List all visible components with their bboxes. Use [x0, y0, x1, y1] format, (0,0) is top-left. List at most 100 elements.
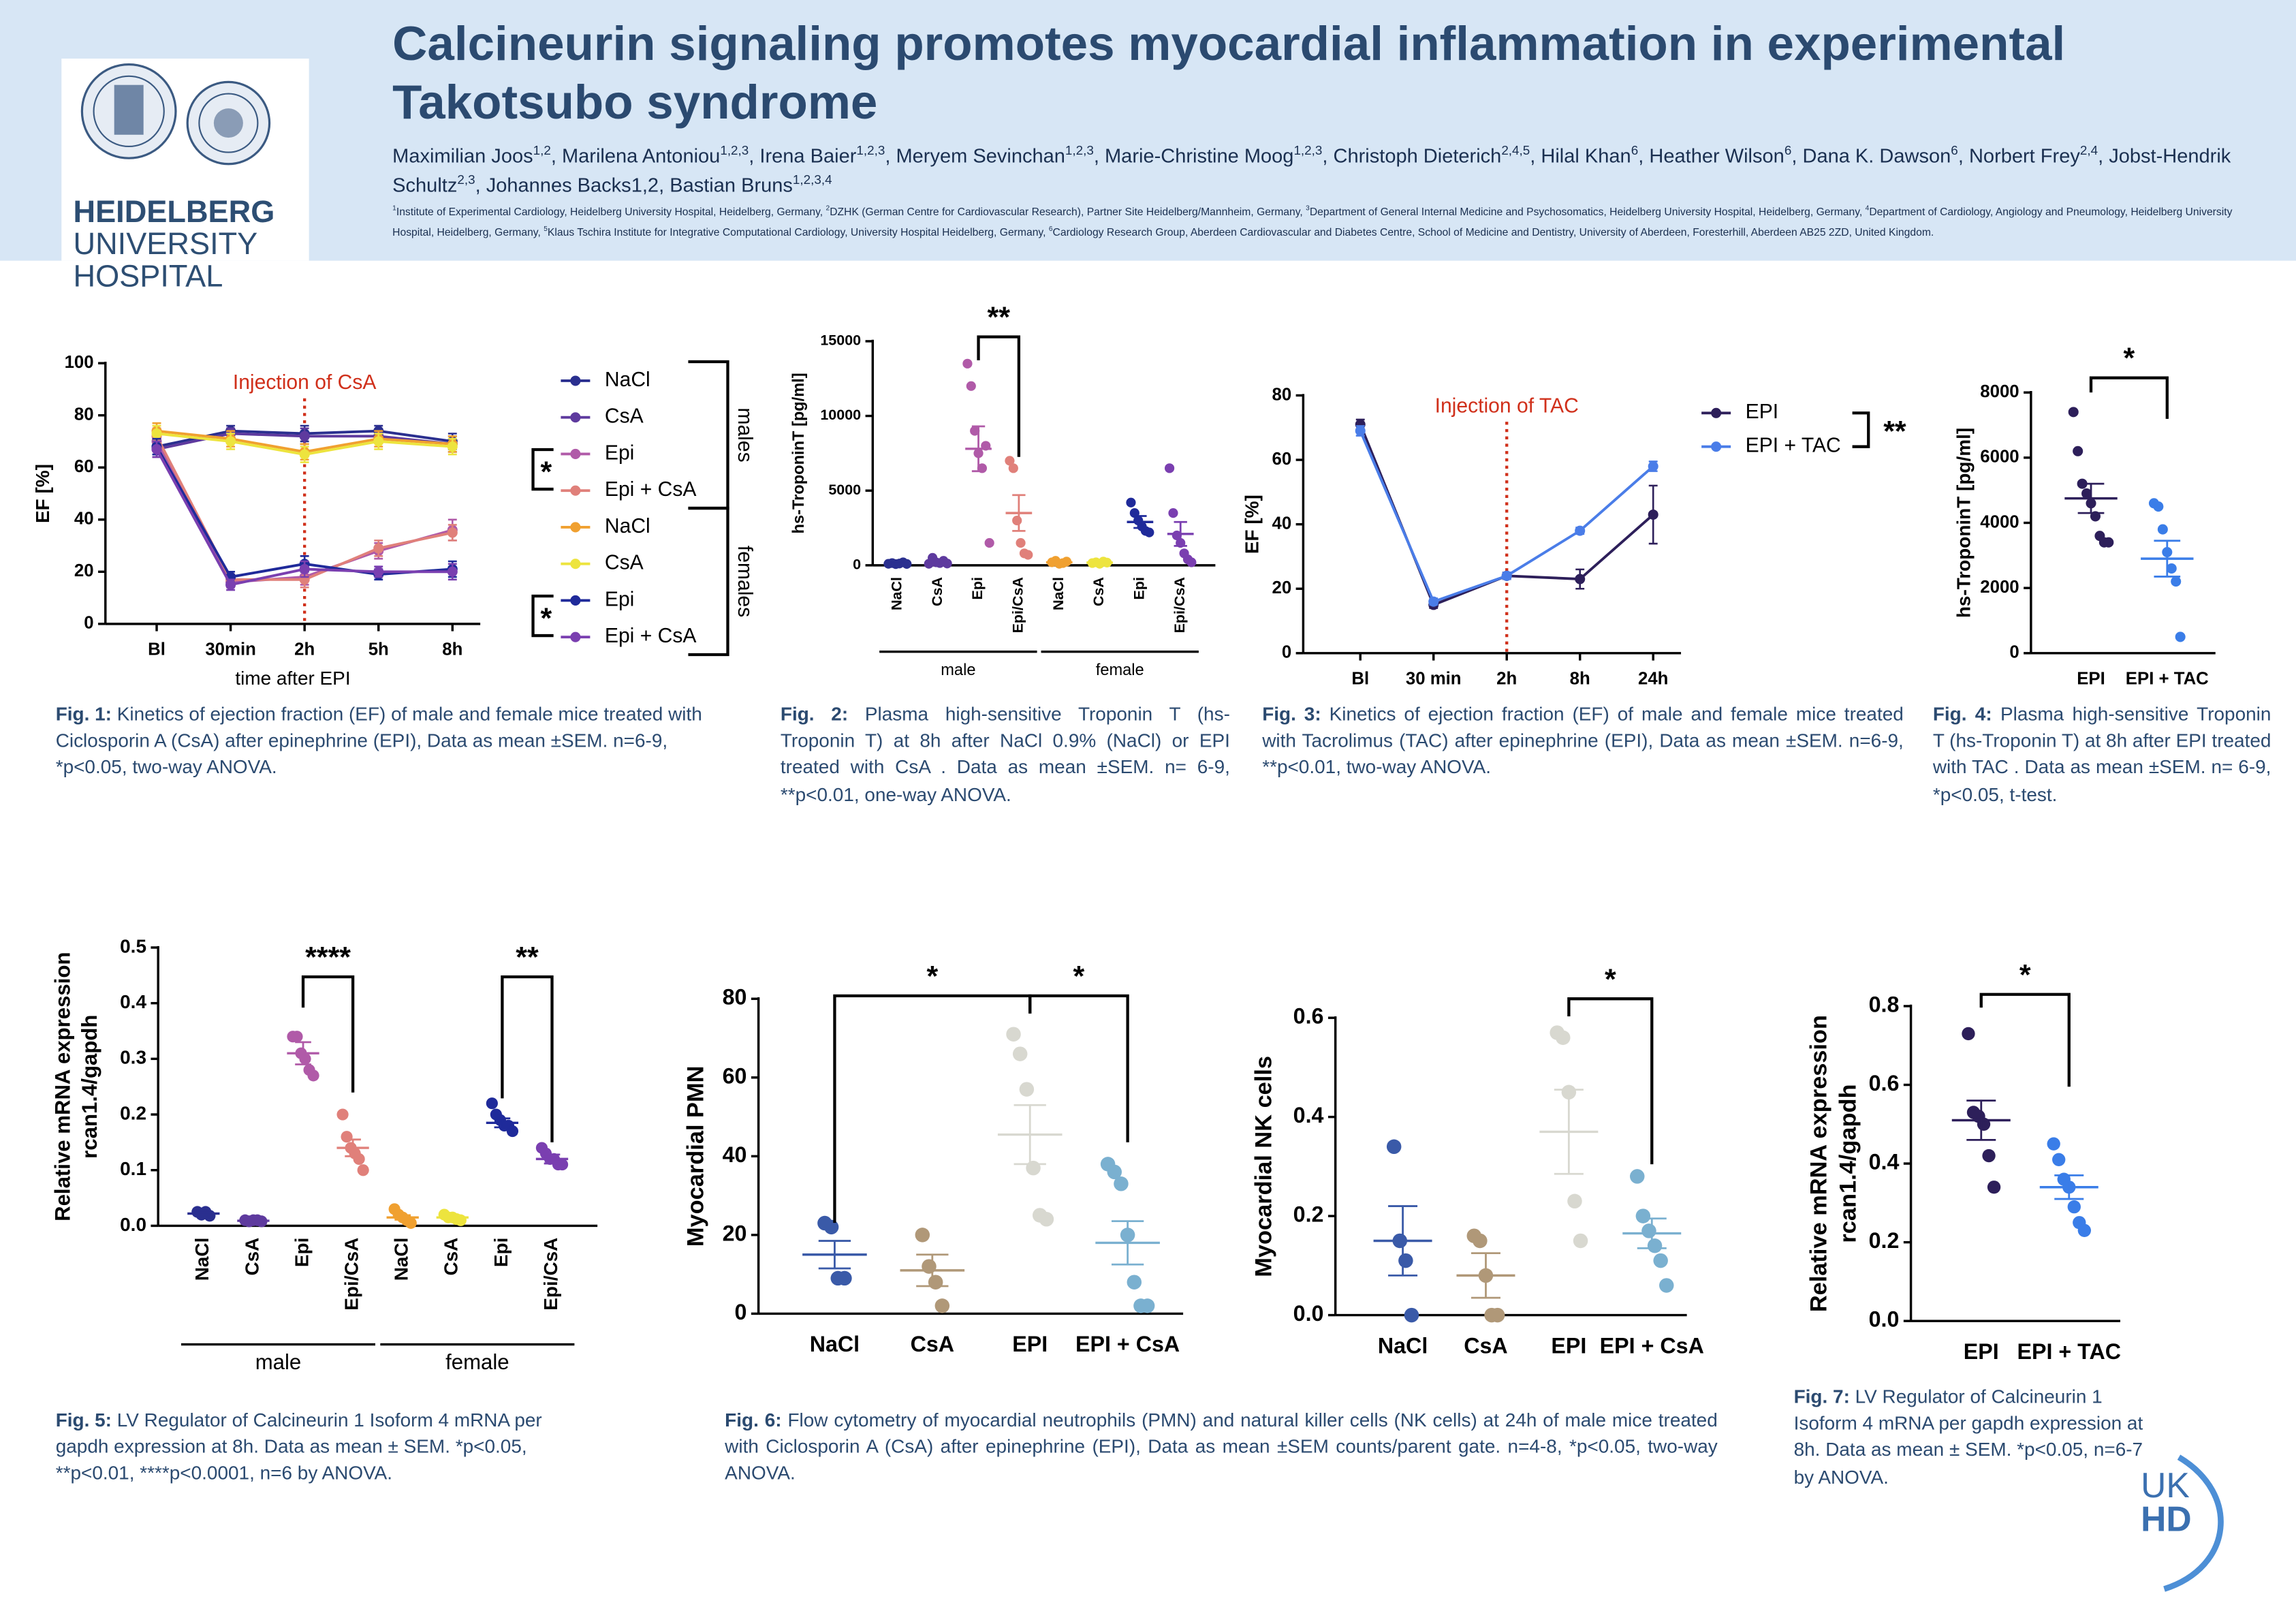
x-tick-label: NaCl — [391, 1238, 412, 1281]
group-label: male — [255, 1350, 302, 1374]
logo-text: UNIVERSITY — [73, 226, 257, 261]
legend-group-bracket — [688, 506, 729, 657]
error-bar — [494, 1117, 511, 1129]
title: Calcineurin signaling promotes myocardia… — [392, 16, 2066, 129]
author-name: Bastian Bruns — [670, 173, 793, 196]
data-point — [1575, 525, 1586, 536]
author-name: Marie-Christine Moog — [1105, 144, 1294, 168]
data-point — [447, 441, 458, 452]
author-name: Christoph Dieterich — [1333, 144, 1502, 168]
data-point — [1987, 1181, 2001, 1194]
affiliation-number: 2 — [825, 206, 830, 213]
y-tick-label: 0.6 — [1869, 1071, 1900, 1095]
y-tick-label: 6000 — [1980, 448, 2019, 467]
data-point — [1006, 1027, 1021, 1042]
legend-label: CsA — [605, 405, 644, 428]
data-point — [1630, 1169, 1645, 1184]
x-tick-label: Epi — [969, 577, 986, 599]
error-bar — [444, 1215, 461, 1220]
legend-group-label: females — [734, 546, 756, 617]
significance-bracket — [531, 448, 554, 491]
x-tick-label: EPI — [2077, 669, 2105, 688]
author-affiliation: 1,2,3 — [1293, 142, 1323, 158]
caption-text: LV Regulator of Calcineurin 1 Isoform 4 … — [55, 1409, 542, 1484]
significance-bracket — [2089, 376, 2169, 419]
significance-label: * — [2019, 958, 2031, 991]
author-name: Marilena Antoniou — [561, 144, 721, 168]
author-affiliation: 6 — [1631, 142, 1639, 158]
data-point — [1186, 557, 1197, 567]
y-tick-label: 4000 — [1980, 512, 2019, 531]
author: Irena Baier1,2,3 — [759, 144, 896, 167]
x-tick-label: Epi/CsA — [341, 1238, 362, 1311]
affiliation-text: Department of General Internal Medicine … — [1309, 204, 1866, 219]
data-point — [2073, 446, 2083, 456]
error-bar — [891, 562, 905, 565]
legend-label: Epi — [605, 588, 634, 610]
y-tick-label: 0.5 — [120, 935, 146, 956]
data-point — [357, 1164, 369, 1176]
significance-label: * — [1605, 963, 1616, 996]
annotation: Injection of CsA — [233, 371, 377, 394]
error-bar — [544, 1153, 561, 1165]
legend-swatch — [570, 631, 581, 642]
authors: Maximilian Joos1,2Marilena Antoniou1,2,3… — [392, 142, 2274, 200]
x-axis-label: time after EPI — [235, 668, 350, 689]
data-point — [1012, 515, 1022, 526]
y-tick-label: 60 — [74, 457, 94, 476]
author: Bastian Bruns1,2,3,4 — [670, 172, 832, 196]
data-point — [1962, 1027, 1975, 1041]
data-point — [823, 1219, 839, 1235]
significance-label: ** — [516, 941, 539, 974]
affiliation-text: Institute of Experimental Cardiology, He… — [396, 204, 826, 219]
group-label: male — [941, 661, 975, 679]
y-axis-label: Myocardial NK cells — [1251, 1056, 1277, 1277]
corner-logo-text: HD — [2141, 1499, 2192, 1538]
x-tick-label: Epi/CsA — [1171, 577, 1188, 633]
x-tick-label: 8h — [1570, 669, 1590, 688]
legend-swatch — [1711, 441, 1722, 452]
author-name: Heather Wilson — [1649, 144, 1784, 168]
x-tick-label: CsA — [929, 577, 945, 606]
corner-logo-arc — [2163, 1454, 2224, 1592]
data-point — [2166, 563, 2177, 574]
significance-label: ** — [1883, 416, 1906, 448]
significance-bracket — [301, 975, 355, 1093]
data-point — [486, 1097, 498, 1110]
data-point — [151, 428, 162, 439]
data-point — [1648, 460, 1658, 472]
author-affiliation: 6 — [1784, 142, 1792, 158]
y-axis-label: EF [%] — [1242, 495, 1263, 554]
x-tick-label: Epi/CsA — [1010, 577, 1026, 633]
legend-label: EPI + TAC — [1746, 435, 1841, 457]
legend-label: NaCl — [605, 369, 650, 391]
data-point — [225, 436, 236, 447]
y-tick-label: 80 — [723, 985, 747, 1010]
x-tick-label: Epi — [490, 1238, 512, 1267]
y-tick-label: 0 — [734, 1300, 746, 1324]
x-tick-label: CsA — [911, 1332, 955, 1356]
y-tick-label: 0.4 — [1869, 1150, 1900, 1174]
caption: Fig. 3: Kinetics of ejection fraction (E… — [1262, 702, 1904, 781]
legend-label: Epi + CsA — [605, 625, 697, 647]
data-point — [1005, 456, 1015, 466]
caption-label: Fig. 7: — [1793, 1385, 1850, 1408]
significance-bracket — [833, 994, 1032, 1223]
caption-text: LV Regulator of Calcineurin 1 Isoform 4 … — [1793, 1385, 2143, 1488]
data-point — [336, 1108, 349, 1121]
y-tick-label: 0.2 — [1293, 1202, 1324, 1227]
data-point — [1573, 1233, 1588, 1249]
x-tick-label: Epi/CsA — [540, 1238, 561, 1311]
author-name: Meryem Sevinchan — [896, 144, 1065, 168]
y-tick-label: 40 — [74, 510, 94, 529]
data-point — [2153, 501, 2164, 512]
author-affiliation: 1,2,3 — [1065, 142, 1094, 158]
error-bar — [1052, 561, 1066, 564]
y-tick-label: 0.8 — [1869, 992, 1900, 1016]
y-tick-label: 60 — [1272, 450, 1291, 469]
affiliation-number: 4 — [1865, 206, 1870, 213]
data-point — [2171, 576, 2182, 587]
significance-label: * — [2124, 342, 2135, 375]
caption: Fig. 5: LV Regulator of Calcineurin 1 Is… — [56, 1407, 591, 1487]
